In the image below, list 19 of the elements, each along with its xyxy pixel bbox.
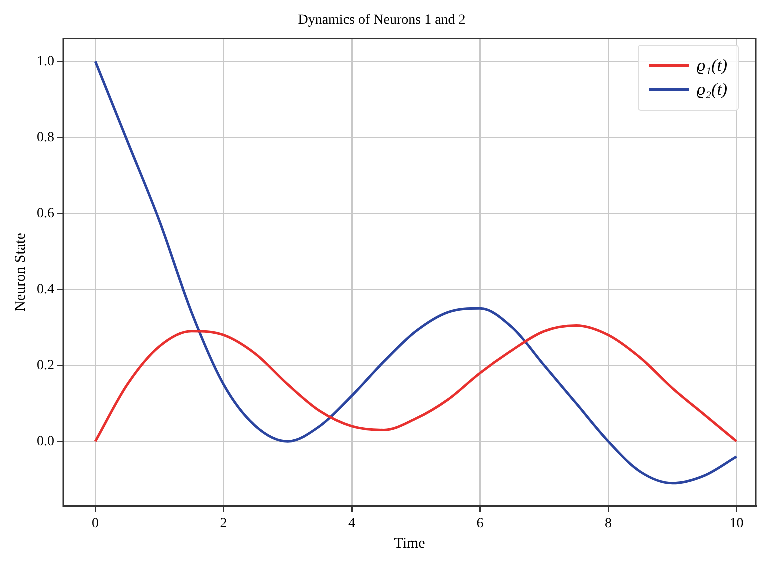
x-tick-label: 6 bbox=[476, 516, 484, 532]
y-tick-label: 0.4 bbox=[37, 282, 54, 298]
x-tick-label: 10 bbox=[730, 516, 744, 532]
x-axis-title: Time bbox=[394, 536, 426, 552]
y-tick-label: 0.0 bbox=[37, 434, 54, 450]
chart-title: Dynamics of Neurons 1 and 2 bbox=[298, 13, 466, 28]
y-tick-label: 1.0 bbox=[37, 54, 54, 70]
x-tick-label: 4 bbox=[348, 516, 356, 532]
legend-label: ϱ₂(t) bbox=[697, 80, 728, 100]
x-tick-label: 0 bbox=[92, 516, 100, 532]
line-series bbox=[94, 60, 738, 485]
y-axis-title: Neuron State bbox=[12, 232, 29, 312]
x-tick-label: 8 bbox=[605, 516, 612, 532]
y-tick-label: 0.6 bbox=[37, 206, 54, 222]
x-tick-label: 2 bbox=[220, 516, 228, 532]
legend-label: ϱ₁(t) bbox=[697, 56, 728, 76]
line-series bbox=[94, 324, 738, 443]
y-tick-label: 0.2 bbox=[37, 358, 54, 374]
y-tick-label: 0.8 bbox=[37, 130, 54, 146]
